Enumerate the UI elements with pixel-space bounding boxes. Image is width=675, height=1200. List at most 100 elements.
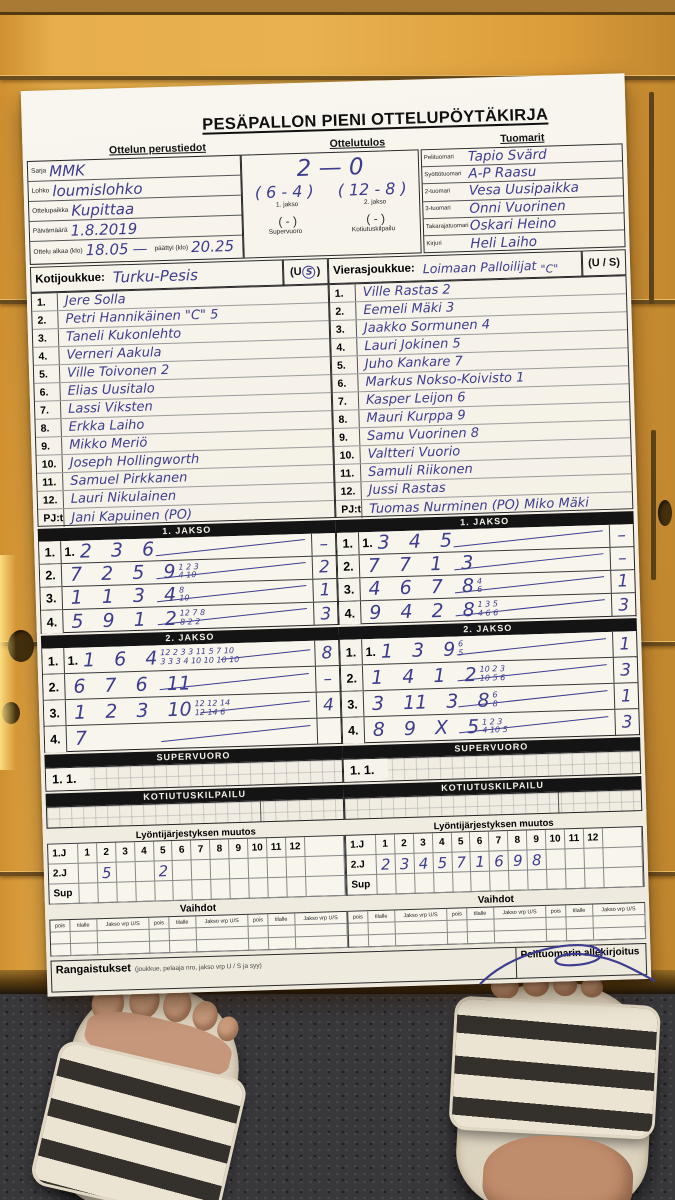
- start-time-value: 18.05: [85, 240, 129, 260]
- row-number: 4.: [342, 717, 366, 744]
- player-name: Mikko Meriö: [69, 435, 148, 453]
- umpires-box: Pelituomari Tapio Svärd Syöttötuomari A-P …: [420, 143, 626, 254]
- player-number: 3.: [32, 329, 60, 347]
- sarja-value: MMK: [48, 160, 86, 180]
- batter-digits: 3 4 5: [377, 529, 453, 554]
- umpire-name: Oskari Heino: [469, 215, 557, 234]
- run-total: 3: [614, 709, 640, 736]
- match-basics-box: Sarja MMK Lohko loumislohko Ottelupaikka…: [26, 154, 244, 265]
- circled-s-mark: S: [302, 264, 316, 279]
- small-digits-bottom: 3 3 3 4 10 10 10 10: [160, 654, 240, 666]
- player-name: Erkka Laiho: [68, 417, 145, 435]
- umpire-signature: [479, 944, 656, 986]
- lyonti-table-away: 1.J 1 2 3 4 5 6 7 8 9 10 11 12 2.J 2 3 4 5 7 1 6 9 8 Sup: [344, 826, 645, 896]
- run-total: 3: [612, 657, 638, 683]
- away-team-label: Vierasjoukkue:: [332, 262, 415, 277]
- player-name: Lassi Viksten: [67, 399, 153, 417]
- right-sandal-strap-stripes: [451, 998, 658, 1137]
- batter-digits: 7 7 1 3: [367, 551, 474, 578]
- player-name: Elias Uusitalo: [67, 381, 155, 399]
- preprinted-one: 1.: [362, 535, 373, 551]
- run-total: 8: [314, 639, 339, 666]
- player-name: Taneli Kukonlehto: [65, 326, 182, 345]
- period2-score: ( 12 - 8 ): [337, 178, 408, 200]
- kotiutus-label: Kotiutuskilpailu: [351, 225, 396, 234]
- player-number: 2.: [32, 311, 59, 329]
- batter-digits: 1 3 9: [380, 638, 456, 663]
- kotiutus-score: ( - ): [366, 211, 386, 226]
- batter-digits: 5 9 1 2: [71, 607, 178, 633]
- umpire-label: 2-tuomari: [424, 188, 451, 196]
- player-number: 6.: [332, 374, 359, 393]
- player-name: Jaakko Sormunen 4: [363, 317, 491, 337]
- run-total: 3: [312, 602, 338, 626]
- player-number: 4.: [33, 347, 60, 365]
- run-total: [316, 717, 342, 745]
- run-total: 1: [611, 631, 637, 657]
- jakso2-home-grid: 1. 1. 1 6 4 12 2 3 3 11 5 7 10 3 3 3 4 10 10…: [41, 639, 343, 753]
- preprinted-one: 1.: [67, 653, 79, 668]
- grid-divider: [557, 792, 560, 813]
- run-total: 2: [311, 556, 337, 579]
- player-name: Jere Solla: [64, 292, 126, 309]
- player-name: Kasper Leijon 6: [365, 390, 466, 409]
- progress-line: [456, 638, 607, 656]
- progress-line: [454, 552, 604, 570]
- supervuoro-preprint: 1. 1.: [45, 767, 91, 791]
- home-us-box: (U S ): [281, 258, 329, 286]
- player-number: 3.: [330, 320, 358, 339]
- umpire-label: Takarajatuomari: [425, 222, 469, 230]
- pvm-label: Päivämäärä: [32, 227, 68, 236]
- row-number: 3.: [40, 587, 64, 610]
- batter-digits: 1 6 4: [82, 646, 158, 672]
- row-number: 3.: [43, 700, 67, 726]
- away-team-name: Loimaan Palloilijat: [422, 257, 537, 276]
- umpire-name: A-P Raasu: [468, 164, 537, 183]
- player-name: Samuel Pirkkanen: [70, 470, 188, 489]
- player-name: Eemeli Mäki 3: [363, 300, 455, 319]
- wood-plank-gap-vertical: [651, 430, 656, 580]
- umpire-name: Vesa Uusipaikka: [468, 180, 580, 200]
- batter-digits: 3 11 3 8: [371, 689, 490, 715]
- player-name: Mauri Kurppa 9: [366, 408, 466, 427]
- vaihdot-table-home: pois tilalle Jakso vrp U/S pois tilalle Jakso…: [49, 910, 349, 957]
- end-time-label: päättyi (klo): [154, 244, 189, 253]
- umpire-name: Tapio Svärd: [467, 146, 547, 166]
- wood-top-plank-edge: [0, 0, 675, 15]
- player-number: 8.: [333, 410, 360, 429]
- umpire-name: Onni Vuorinen: [469, 197, 566, 217]
- batter-digits: 7: [74, 727, 88, 750]
- penalties-label: Rangaistukset: [55, 962, 132, 977]
- player-name: Samuli Riikonen: [367, 461, 474, 481]
- batter-digits: 6 7 6 11: [73, 671, 192, 698]
- player-name: Valtteri Vuorio: [367, 444, 461, 463]
- row-number: 2.: [43, 674, 66, 700]
- run-total: –: [310, 533, 336, 556]
- wood-plank-gap-vertical: [649, 92, 654, 304]
- run-total: –: [608, 524, 634, 547]
- lohko-value: loumislohko: [52, 179, 143, 200]
- row-number: 1.: [42, 648, 65, 674]
- umpire-label: Kirjuri: [426, 241, 442, 248]
- away-players-list: 1. Ville Rastas 2 2. Eemeli Mäki 3 3. Jaakk…: [328, 275, 634, 519]
- preprinted-one: 1.: [365, 644, 377, 659]
- paikka-label: Ottelupaikka: [32, 207, 69, 216]
- preprinted-one: 1.: [64, 544, 76, 560]
- away-team-c-mark: "C": [540, 261, 559, 276]
- wood-knot: [658, 500, 672, 526]
- progress-line: [155, 538, 305, 556]
- player-number: 10.: [334, 446, 361, 465]
- run-total: 1: [613, 683, 639, 709]
- umpire-name: Heli Laiho: [470, 233, 538, 252]
- row-number: 4.: [41, 610, 64, 634]
- penalties-sublabel: (joukkue, pelaaja nro, jakso vrp U / S j…: [134, 962, 262, 974]
- player-number: 1.: [31, 293, 59, 311]
- umpire-label: Syöttötuomari: [424, 171, 462, 179]
- row-number: 2.: [340, 665, 364, 691]
- run-total: –: [314, 665, 340, 692]
- grid-divider: [259, 801, 262, 822]
- player-name: Juho Kankare 7: [364, 354, 464, 373]
- row-number: 1.: [336, 532, 360, 555]
